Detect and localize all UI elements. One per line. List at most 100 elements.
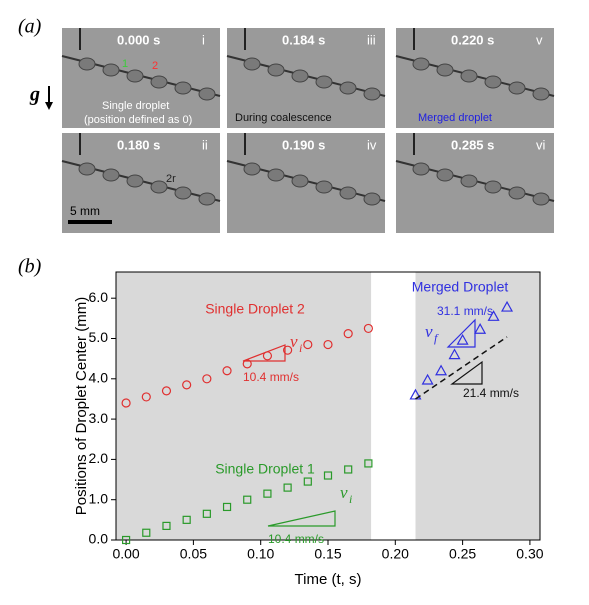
series-label: Single Droplet 1 — [215, 461, 315, 477]
point — [501, 300, 514, 312]
droplet — [102, 63, 120, 77]
droplet — [267, 168, 285, 182]
droplet — [126, 69, 144, 83]
shaded-region — [116, 272, 372, 540]
point — [121, 398, 131, 408]
frame-time: 0.285 s — [451, 137, 494, 152]
frame-note: Merged droplet — [418, 112, 492, 124]
x-tick-label: 0.15 — [314, 546, 341, 562]
frame-index: v — [536, 32, 543, 47]
x-axis-label: Time (t, s) — [295, 571, 362, 588]
droplet — [315, 180, 333, 194]
point — [202, 509, 211, 518]
y-tick-label: 0.0 — [89, 531, 109, 547]
point — [121, 535, 131, 545]
series-label: Single Droplet 2 — [205, 301, 305, 317]
droplet — [126, 174, 144, 188]
frame-time: 0.190 s — [282, 137, 325, 152]
point — [363, 323, 373, 334]
frame-index: iv — [367, 137, 377, 152]
scale-label: 5 mm — [70, 204, 100, 218]
point — [202, 374, 212, 384]
point — [487, 310, 500, 321]
droplet — [412, 162, 430, 176]
droplet — [460, 174, 478, 188]
droplet — [508, 186, 526, 200]
point — [303, 477, 312, 486]
slope-subscript: i — [349, 492, 352, 506]
droplet — [484, 75, 502, 89]
y-tick-label: 3.0 — [89, 410, 109, 426]
frame-note: During coalescence — [235, 112, 332, 124]
x-tick-label: 0.20 — [382, 546, 409, 562]
droplet — [460, 69, 478, 83]
point — [283, 345, 293, 355]
point — [162, 521, 171, 530]
point — [421, 373, 434, 385]
y-tick-label: 5.0 — [89, 329, 109, 345]
point — [474, 322, 487, 334]
droplet — [174, 186, 192, 200]
shaded-region — [415, 272, 540, 540]
y-tick-label: 2.0 — [89, 450, 109, 466]
droplet — [78, 162, 96, 176]
slope-triangle — [242, 344, 286, 362]
point — [263, 489, 272, 498]
frame-note: 2 — [152, 60, 158, 72]
point — [141, 392, 151, 402]
point — [435, 364, 448, 376]
droplet — [174, 81, 192, 95]
frame-note: (position defined as 0) — [84, 114, 192, 126]
y-tick-label: 1.0 — [89, 490, 109, 506]
frame-index: i — [202, 32, 205, 47]
droplet — [243, 57, 261, 71]
point — [243, 495, 252, 504]
droplet — [339, 186, 357, 200]
slope-symbol: v — [340, 483, 348, 502]
droplet — [532, 192, 550, 206]
x-tick-label: 0.30 — [516, 546, 543, 562]
frame-time: 0.220 s — [451, 32, 494, 47]
slope-subscript: i — [299, 341, 302, 355]
slope-subscript: f — [434, 331, 439, 345]
frame-note: 1 — [122, 58, 128, 70]
droplet — [436, 63, 454, 77]
point — [303, 339, 313, 350]
panel-label: (b) — [18, 256, 42, 278]
frame-index: iii — [367, 32, 376, 47]
droplet — [267, 63, 285, 77]
gravity-label: g — [29, 84, 40, 106]
droplet — [412, 57, 430, 71]
droplet — [363, 192, 381, 206]
series-label: Merged Droplet — [412, 279, 509, 295]
frame-index: vi — [536, 137, 546, 152]
droplet — [315, 75, 333, 89]
frame-note: 2r — [166, 173, 176, 185]
point — [161, 386, 172, 396]
gravity-arrow-head — [45, 102, 53, 110]
point — [283, 483, 292, 492]
droplet — [436, 168, 454, 182]
point — [343, 329, 353, 339]
droplet — [150, 75, 168, 89]
droplet — [363, 87, 381, 101]
frame-time: 0.184 s — [282, 32, 325, 47]
slope-label: 31.1 mm/s — [437, 304, 493, 318]
point — [344, 465, 353, 474]
y-tick-label: 6.0 — [89, 289, 109, 305]
fit-line — [415, 336, 508, 400]
droplet — [291, 69, 309, 83]
x-tick-label: 0.25 — [449, 546, 476, 562]
x-tick-label: 0.10 — [247, 546, 274, 562]
frame-note: Single droplet — [102, 100, 169, 112]
droplet — [150, 180, 168, 194]
droplet — [532, 87, 550, 101]
y-axis-label: Positions of Droplet Center (mm) — [73, 297, 90, 515]
point — [364, 459, 373, 468]
droplet — [198, 87, 216, 101]
droplet — [508, 81, 526, 95]
point — [323, 339, 333, 350]
point — [182, 515, 191, 524]
droplet — [78, 57, 96, 71]
